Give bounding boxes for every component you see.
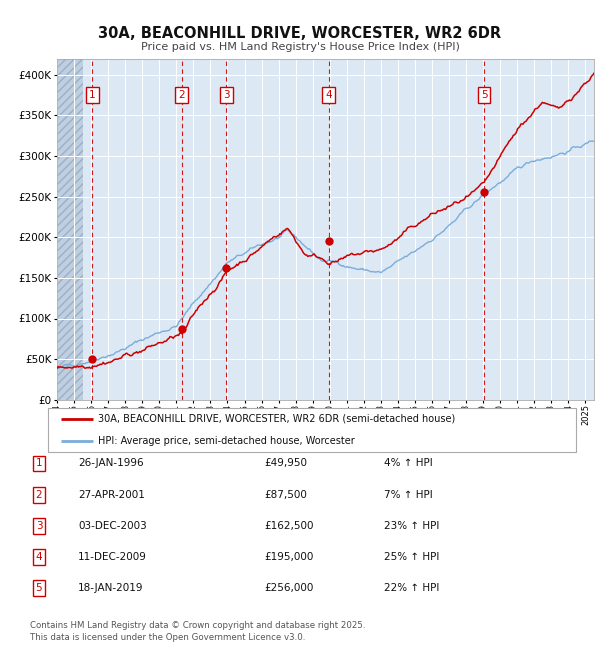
Text: 4% ↑ HPI: 4% ↑ HPI xyxy=(384,458,433,469)
Text: Price paid vs. HM Land Registry's House Price Index (HPI): Price paid vs. HM Land Registry's House … xyxy=(140,42,460,52)
Text: This data is licensed under the Open Government Licence v3.0.: This data is licensed under the Open Gov… xyxy=(30,633,305,642)
FancyBboxPatch shape xyxy=(48,408,576,452)
Text: 5: 5 xyxy=(481,90,487,100)
Polygon shape xyxy=(57,58,83,400)
Text: 27-APR-2001: 27-APR-2001 xyxy=(78,489,145,500)
Text: 30A, BEACONHILL DRIVE, WORCESTER, WR2 6DR (semi-detached house): 30A, BEACONHILL DRIVE, WORCESTER, WR2 6D… xyxy=(98,413,455,424)
Text: £256,000: £256,000 xyxy=(264,583,313,593)
Text: HPI: Average price, semi-detached house, Worcester: HPI: Average price, semi-detached house,… xyxy=(98,436,355,446)
Text: 30A, BEACONHILL DRIVE, WORCESTER, WR2 6DR: 30A, BEACONHILL DRIVE, WORCESTER, WR2 6D… xyxy=(98,26,502,42)
Text: 2: 2 xyxy=(35,489,43,500)
Text: 1: 1 xyxy=(89,90,95,100)
Text: 7% ↑ HPI: 7% ↑ HPI xyxy=(384,489,433,500)
Text: 11-DEC-2009: 11-DEC-2009 xyxy=(78,552,147,562)
Text: 23% ↑ HPI: 23% ↑ HPI xyxy=(384,521,439,531)
Text: 4: 4 xyxy=(35,552,43,562)
Text: £87,500: £87,500 xyxy=(264,489,307,500)
Text: £195,000: £195,000 xyxy=(264,552,313,562)
Text: 5: 5 xyxy=(35,583,43,593)
Text: 18-JAN-2019: 18-JAN-2019 xyxy=(78,583,143,593)
Text: 4: 4 xyxy=(326,90,332,100)
Text: 3: 3 xyxy=(223,90,229,100)
Text: 22% ↑ HPI: 22% ↑ HPI xyxy=(384,583,439,593)
Text: 03-DEC-2003: 03-DEC-2003 xyxy=(78,521,147,531)
Text: 25% ↑ HPI: 25% ↑ HPI xyxy=(384,552,439,562)
Text: £162,500: £162,500 xyxy=(264,521,314,531)
Text: Contains HM Land Registry data © Crown copyright and database right 2025.: Contains HM Land Registry data © Crown c… xyxy=(30,621,365,630)
Text: 3: 3 xyxy=(35,521,43,531)
Text: 26-JAN-1996: 26-JAN-1996 xyxy=(78,458,143,469)
Text: £49,950: £49,950 xyxy=(264,458,307,469)
Text: 2: 2 xyxy=(178,90,185,100)
Text: 1: 1 xyxy=(35,458,43,469)
